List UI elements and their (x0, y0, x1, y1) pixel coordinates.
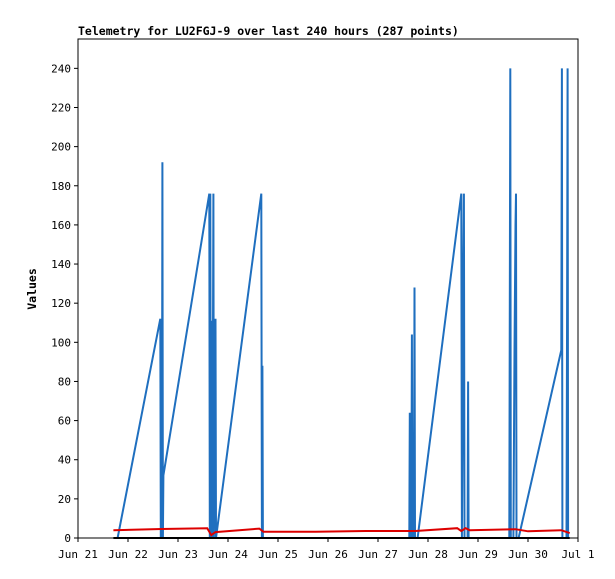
y-tick-label: 40 (58, 454, 71, 467)
y-tick-label: 20 (58, 493, 71, 506)
y-tick-label: 240 (51, 62, 71, 75)
x-tick-label: Jun 29 (458, 548, 498, 561)
y-tick-label: 160 (51, 219, 71, 232)
x-tick-label: Jun 24 (208, 548, 248, 561)
x-tick-label: Jun 27 (358, 548, 398, 561)
x-tick-label: Jun 28 (408, 548, 448, 561)
x-tick-label: Jun 21 (58, 548, 98, 561)
x-tick-label: Jun 25 (258, 548, 298, 561)
x-tick-label: Jun 22 (108, 548, 148, 561)
x-tick-label: Jul 1 (561, 548, 594, 561)
chart-title: Telemetry for LU2FGJ-9 over last 240 hou… (78, 24, 459, 38)
y-tick-label: 200 (51, 141, 71, 154)
plot-area (77, 38, 579, 539)
y-tick-label: 60 (58, 415, 71, 428)
y-tick-label: 140 (51, 258, 71, 271)
x-axis: Jun 21 Jun 22 Jun 23 Jun 24 Jun 25 Jun 26 Jun … (58, 538, 595, 561)
y-axis-label: Values (25, 268, 39, 310)
y-tick-label: 220 (51, 101, 71, 114)
series-line-2 (113, 527, 571, 537)
y-tick-label: 180 (51, 180, 71, 193)
series-layer (113, 68, 571, 539)
x-tick-label: Jun 23 (158, 548, 198, 561)
y-tick-label: 120 (51, 297, 71, 310)
x-tick-label: Jun 26 (308, 548, 348, 561)
y-tick-label: 0 (64, 532, 71, 545)
y-axis: 0 20 40 60 80 100 120 140 160 180 200 220 240 (51, 62, 78, 545)
y-tick-label: 80 (58, 375, 71, 388)
y-tick-label: 100 (51, 336, 71, 349)
x-tick-label: Jun 30 (508, 548, 548, 561)
